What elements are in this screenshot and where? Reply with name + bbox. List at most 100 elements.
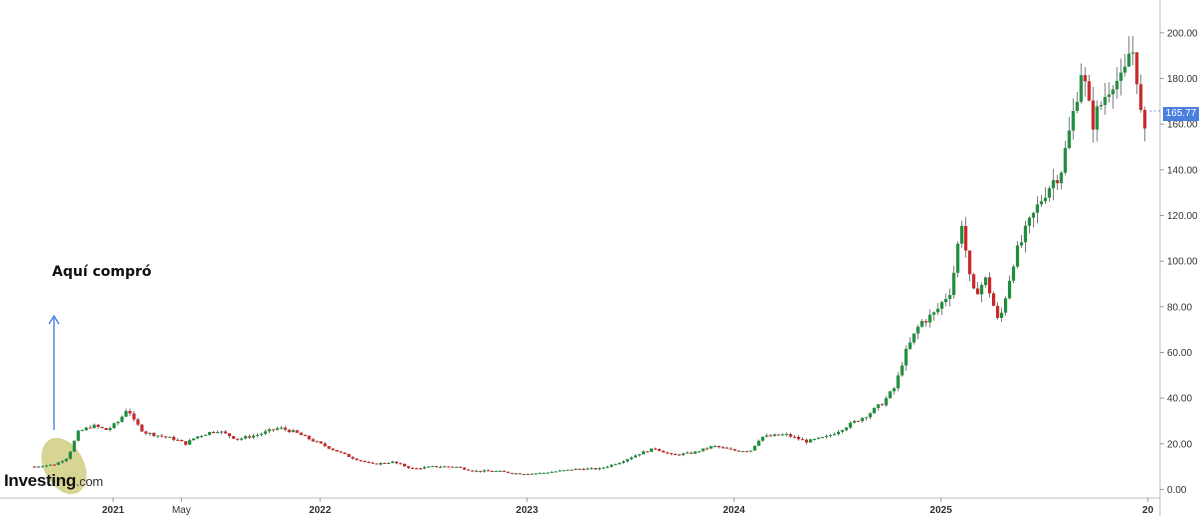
candle-body	[952, 272, 956, 296]
candle-body	[466, 469, 470, 471]
candle-body	[152, 432, 156, 436]
candle-body	[359, 460, 363, 462]
candle-body	[470, 470, 474, 472]
candle-body	[1131, 52, 1135, 54]
candle-body	[422, 467, 427, 469]
candle-body	[594, 468, 598, 470]
candle-body	[172, 436, 176, 440]
candle-body	[351, 456, 355, 459]
candle-body	[625, 459, 630, 462]
candle-body	[721, 447, 725, 449]
candle-body	[840, 430, 844, 432]
candle-body	[247, 436, 251, 438]
candle-body	[1067, 130, 1071, 148]
candle-body	[56, 462, 60, 465]
y-tick-label: 20.00	[1167, 439, 1192, 450]
candle-body	[327, 446, 331, 449]
candle-body	[76, 430, 80, 441]
candle-body	[1011, 266, 1016, 281]
candle-body	[410, 467, 415, 469]
candle-body	[363, 460, 367, 463]
candle-body	[446, 466, 450, 468]
candle-body	[665, 452, 669, 454]
candle-body	[713, 445, 717, 447]
candle-body	[136, 419, 140, 425]
candle-body	[1043, 197, 1047, 202]
candle-body	[68, 451, 72, 459]
candle-body	[944, 298, 948, 303]
candle-body	[653, 448, 657, 450]
candle-body	[844, 427, 848, 431]
y-tick-label: 60.00	[1167, 348, 1192, 359]
candle-body	[761, 436, 765, 441]
x-tick-label: 2023	[516, 505, 539, 516]
candle-body	[673, 454, 677, 456]
candle-body	[848, 422, 852, 428]
candle-body	[112, 423, 116, 429]
candle-body	[681, 453, 685, 456]
candle-body	[383, 462, 387, 464]
candle-body	[32, 466, 37, 468]
candle-body	[888, 391, 892, 399]
candle-body	[140, 424, 144, 432]
candle-body	[697, 451, 701, 453]
candle-body	[482, 470, 486, 472]
candle-body	[1023, 225, 1028, 243]
candle-body	[757, 440, 761, 446]
candle-body	[1091, 100, 1095, 130]
x-tick-label: 2025	[930, 505, 953, 516]
candle-body	[1115, 80, 1119, 90]
candle-body	[769, 435, 773, 437]
candle-body	[586, 468, 590, 470]
candle-body	[582, 468, 586, 470]
candle-body	[235, 438, 240, 440]
candle-body	[1107, 94, 1111, 97]
candle-body	[562, 470, 566, 472]
candle-body	[816, 437, 821, 439]
purchase-highlight-ellipse	[41, 437, 87, 495]
candle-body	[968, 250, 972, 275]
candle-body	[1071, 111, 1075, 131]
x-tick-label: 2024	[723, 505, 746, 516]
candle-body	[148, 432, 152, 434]
candle-body	[832, 434, 837, 436]
candle-body	[307, 435, 311, 440]
candle-body	[657, 448, 661, 451]
y-tick-label: 160.00	[1167, 120, 1198, 131]
candle-body	[283, 427, 287, 430]
candle-body	[347, 453, 351, 457]
candle-body	[271, 429, 275, 431]
candle-body	[1003, 298, 1008, 313]
candle-body	[323, 443, 327, 447]
candle-body	[534, 473, 538, 475]
y-tick-label: 180.00	[1167, 74, 1198, 85]
candle-body	[785, 434, 789, 436]
candle-body	[693, 451, 697, 454]
candle-body	[434, 466, 439, 468]
x-tick-label: 2021	[102, 505, 125, 516]
candle-body	[1015, 245, 1020, 267]
candle-body	[403, 463, 407, 467]
candle-body	[896, 375, 900, 389]
candle-body	[211, 432, 216, 434]
candle-body	[999, 312, 1004, 318]
candle-body	[729, 448, 733, 450]
candle-body	[872, 407, 876, 414]
candle-body	[992, 293, 996, 306]
candle-body	[502, 470, 506, 472]
y-tick-label: 120.00	[1167, 211, 1198, 222]
candle-body	[279, 427, 283, 429]
candle-body	[231, 436, 236, 439]
investing-logo: Investing.com	[4, 471, 103, 491]
candle-body	[960, 225, 964, 244]
candle-body	[1119, 72, 1123, 81]
candle-body	[367, 462, 371, 464]
candle-body	[812, 438, 817, 440]
candle-body	[243, 436, 248, 439]
candle-body	[251, 435, 255, 438]
candle-body	[88, 427, 92, 429]
candle-body	[876, 404, 880, 408]
candle-body	[379, 462, 383, 465]
arrow-layer	[48, 314, 60, 430]
candle-body	[291, 430, 295, 433]
